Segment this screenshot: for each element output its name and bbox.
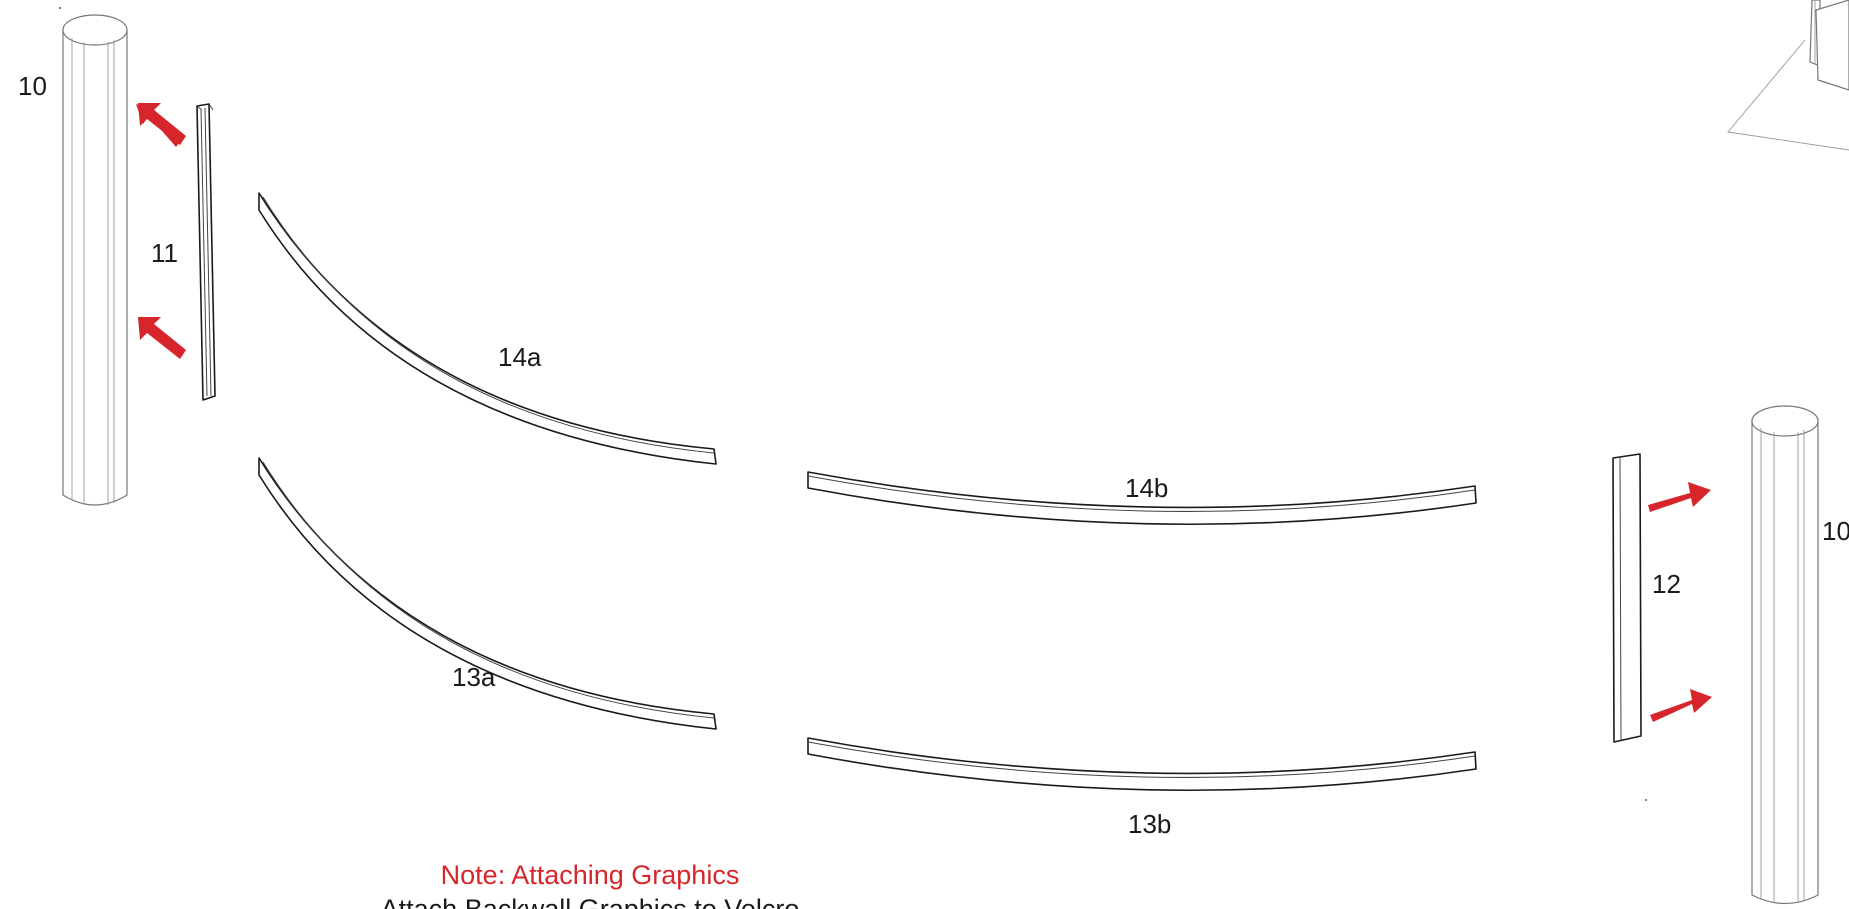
right-pole xyxy=(1751,405,1819,904)
arrow-right-upper xyxy=(1648,482,1711,512)
arrow-left-upper xyxy=(136,103,186,147)
label-rail-13a: 13a xyxy=(452,662,496,692)
left-bracket xyxy=(196,103,216,401)
label-pole-left: 10 xyxy=(18,71,47,101)
label-pole-right: 10 xyxy=(1822,516,1849,546)
rail-14a xyxy=(258,192,717,465)
stray-dot xyxy=(59,7,61,9)
top-right-partial-part xyxy=(1727,0,1849,151)
rail-13b xyxy=(807,737,1477,792)
label-bracket-left: 11 xyxy=(151,238,178,268)
stray-dot xyxy=(1645,799,1647,801)
arrow-right-lower xyxy=(1650,689,1712,722)
note-body: Attach Backwall Graphics to Velcro xyxy=(381,894,800,909)
note-title: Note: Attaching Graphics xyxy=(441,860,740,890)
left-pole xyxy=(62,14,128,506)
arrow-left-lower xyxy=(138,317,186,359)
right-bracket xyxy=(1612,453,1642,743)
label-rail-14b: 14b xyxy=(1125,473,1168,503)
label-bracket-right: 12 xyxy=(1652,569,1681,599)
label-rail-13b: 13b xyxy=(1128,809,1171,839)
rail-14b xyxy=(807,471,1477,526)
rail-13a xyxy=(258,457,717,730)
left-arrows xyxy=(136,103,186,359)
label-rail-14a: 14a xyxy=(498,342,542,372)
right-arrows xyxy=(1648,482,1712,722)
